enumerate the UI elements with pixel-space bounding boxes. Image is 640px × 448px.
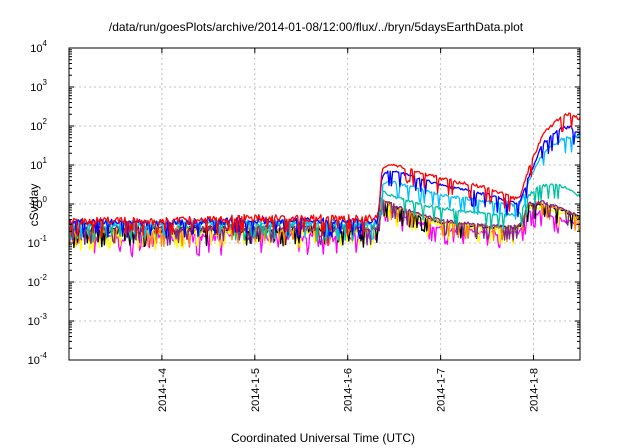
x-tick-label: 2014-1-8 bbox=[529, 368, 541, 412]
series-layer bbox=[68, 112, 581, 258]
y-tick-exponent: -3 bbox=[40, 312, 48, 321]
y-tick-label: 102 bbox=[30, 117, 47, 133]
x-axis-label: Coordinated Universal Time (UTC) bbox=[231, 431, 415, 445]
series-line bbox=[68, 112, 581, 238]
x-tick-label: 2014-1-5 bbox=[250, 368, 262, 412]
y-tick-label: 104 bbox=[30, 39, 47, 55]
x-tick-label: 2014-1-6 bbox=[343, 368, 355, 412]
y-tick-exponent: -1 bbox=[40, 234, 48, 243]
grid-lines bbox=[69, 48, 580, 360]
y-tick-label: 10-4 bbox=[28, 351, 48, 367]
chart-title: /data/run/goesPlots/archive/2014-01-08/1… bbox=[109, 20, 524, 34]
y-tick-exponent: 0 bbox=[43, 195, 48, 204]
y-tick-exponent: 3 bbox=[43, 78, 48, 87]
y-tick-exponent: 2 bbox=[43, 117, 48, 126]
x-tick-label: 2014-1-4 bbox=[157, 368, 169, 412]
x-tick-label: 2014-1-7 bbox=[436, 368, 448, 412]
y-tick-label: 101 bbox=[30, 156, 47, 172]
y-tick-exponent: 4 bbox=[43, 39, 48, 48]
x-axis: 2014-1-4 2014-1-5 2014-1-6 2014-1-7 2014-1-8 bbox=[157, 48, 541, 412]
y-tick-label: 10-1 bbox=[28, 234, 48, 250]
y-axis-label: cSv/day bbox=[27, 184, 41, 227]
y-tick-label: 103 bbox=[30, 78, 47, 94]
y-tick-exponent: 1 bbox=[43, 156, 48, 165]
y-tick-exponent: -2 bbox=[40, 273, 48, 282]
y-tick-label: 10-2 bbox=[28, 273, 48, 289]
y-tick-label: 10-3 bbox=[28, 312, 48, 328]
y-tick-exponent: -4 bbox=[40, 351, 48, 360]
